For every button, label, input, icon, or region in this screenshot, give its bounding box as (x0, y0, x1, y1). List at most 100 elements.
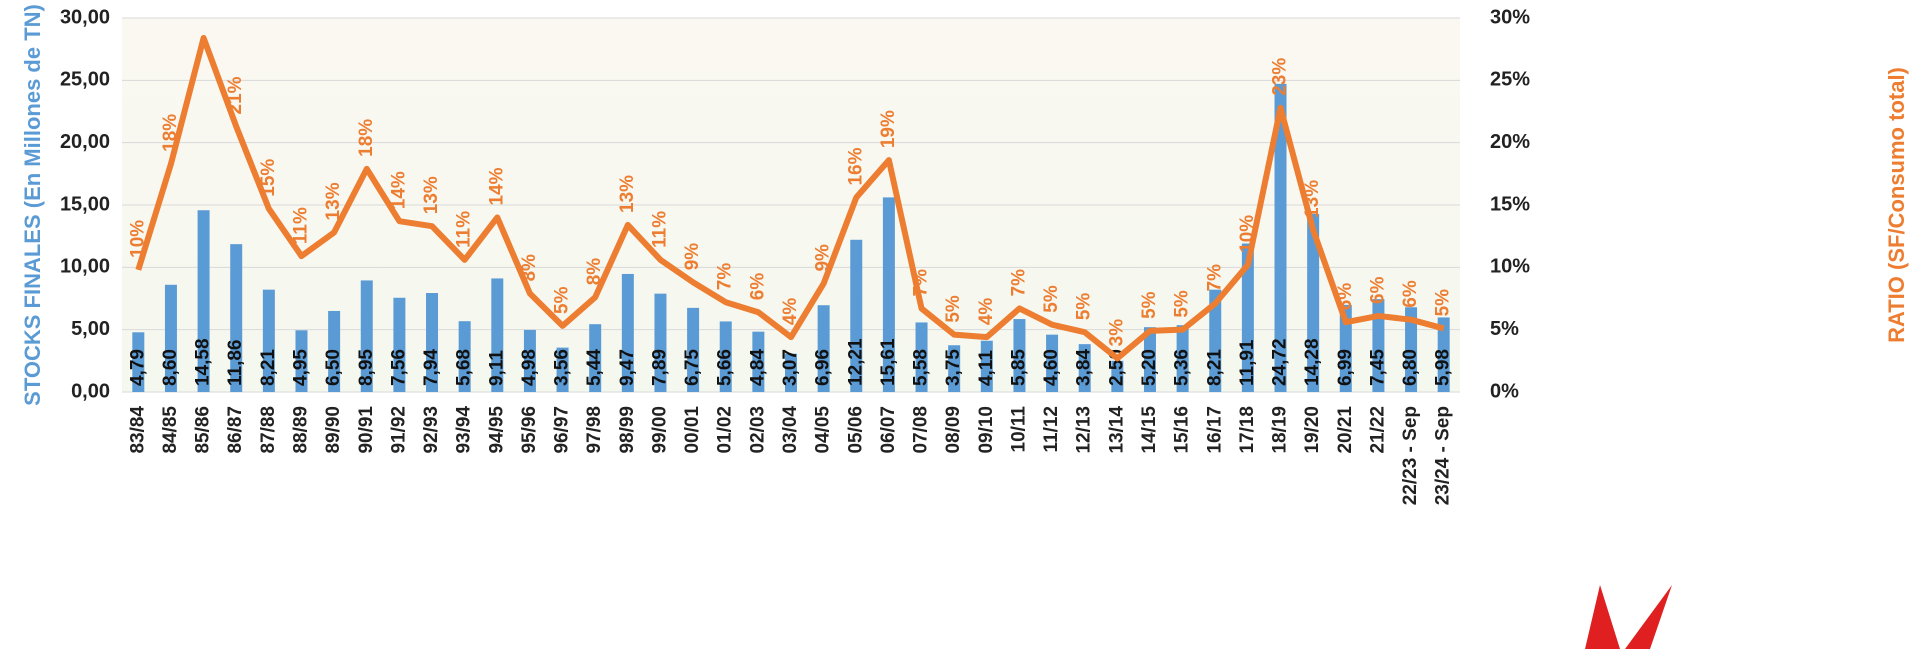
line-value-label: 5% (1041, 285, 1062, 313)
x-tick-label: 92/93 (421, 406, 442, 454)
line-value-label: 13% (421, 176, 442, 214)
y-axis-title: STOCKS FINALES (En Millones de TN) (20, 4, 45, 406)
y-tick-label: 20,00 (60, 131, 110, 153)
x-tick-label: 99/00 (649, 406, 670, 454)
line-value-label: 6% (1367, 276, 1388, 304)
line-value-label: 13% (1302, 180, 1323, 218)
line-value-label: 19% (878, 110, 899, 148)
line-value-label: 7% (911, 269, 932, 297)
bar (393, 297, 406, 392)
line-value-label: 13% (617, 175, 638, 213)
bar (817, 305, 830, 392)
bar-value-label: 4,98 (519, 349, 540, 386)
x-tick-label: 09/10 (976, 406, 997, 454)
bar-value-label: 5,36 (1172, 349, 1193, 386)
bar (915, 322, 928, 392)
x-tick-label: 97/98 (584, 406, 605, 454)
x-tick-label: 85/86 (193, 406, 214, 454)
line-value-label: 15% (258, 159, 279, 197)
bar (719, 321, 732, 392)
bar-value-label: 5,20 (1139, 349, 1160, 386)
line-value-label: 7% (715, 263, 736, 291)
bar (491, 278, 504, 392)
bar (1339, 304, 1352, 392)
bar (360, 280, 373, 392)
bar-value-label: 6,75 (682, 349, 703, 386)
bar-value-label: 8,21 (1204, 349, 1225, 386)
bar (1241, 243, 1254, 392)
bar-value-label: 9,47 (617, 349, 638, 386)
bar (850, 239, 863, 392)
bar (980, 340, 993, 392)
line-value-label: 7% (1008, 269, 1029, 297)
bar (687, 307, 700, 392)
bar-value-label: 6,80 (1400, 349, 1421, 386)
x-tick-label: 17/18 (1237, 406, 1258, 454)
bar-value-label: 5,58 (911, 349, 932, 386)
bar (164, 284, 177, 392)
bar-value-label: 4,84 (747, 349, 768, 386)
bar-value-label: 12,21 (845, 338, 866, 386)
bar-value-label: 8,95 (356, 349, 377, 386)
line-value-label: 4% (976, 298, 997, 326)
bar-value-label: 7,89 (649, 349, 670, 386)
line-value-label: 10% (1237, 215, 1258, 253)
line-value-label: 6% (1335, 283, 1356, 311)
bar-value-label: 7,45 (1367, 349, 1388, 386)
x-tick-label: 10/11 (1008, 406, 1029, 453)
bar (328, 310, 341, 392)
y2-tick-label: 25% (1490, 69, 1530, 91)
bar (197, 210, 210, 392)
line-value-label: 18% (356, 119, 377, 157)
bar (589, 324, 602, 392)
line-value-label: 11% (649, 211, 670, 248)
bar-value-label: 4,60 (1041, 349, 1062, 386)
line-value-label: 9% (682, 243, 703, 271)
bar (262, 289, 275, 392)
bar (752, 331, 765, 392)
x-tick-label: 00/01 (682, 406, 703, 454)
x-tick-label: 98/99 (617, 406, 638, 454)
x-tick-label: 15/16 (1172, 406, 1193, 454)
bar-value-label: 2,50 (1106, 349, 1127, 386)
bar-value-label: 3,75 (943, 349, 964, 386)
bar-value-label: 4,95 (291, 349, 312, 386)
line-value-label: 13% (323, 182, 344, 220)
x-tick-label: 21/22 (1367, 406, 1388, 454)
line-value-label: 5% (943, 295, 964, 323)
bar (621, 273, 634, 392)
x-tick-label: 11/12 (1041, 406, 1062, 453)
bar (785, 353, 797, 392)
line-value-label: 3% (1106, 319, 1127, 347)
line-value-label: 6% (747, 273, 768, 301)
bar-value-label: 11,86 (225, 340, 246, 387)
bar-value-label: 7,56 (388, 349, 409, 386)
bar-value-label: 5,68 (454, 349, 475, 386)
line-value-label: 4% (780, 298, 801, 326)
line-value-label: 11% (291, 207, 312, 244)
y2-tick-label: 5% (1490, 318, 1519, 340)
bar-value-label: 5,98 (1433, 349, 1454, 386)
bar-value-label: 15,61 (878, 338, 899, 386)
x-tick-label: 19/20 (1302, 406, 1323, 454)
x-tick-label: 96/97 (552, 406, 573, 454)
bar-value-label: 8,21 (258, 349, 279, 386)
x-tick-label: 03/04 (780, 406, 801, 454)
x-tick-label: 95/96 (519, 406, 540, 454)
bar-value-label: 14,28 (1302, 338, 1323, 386)
x-tick-label: 18/19 (1270, 406, 1291, 454)
x-tick-label: 22/23 - Sep (1400, 406, 1421, 505)
x-tick-label: 04/05 (813, 406, 834, 454)
x-tick-label: 87/88 (258, 406, 279, 454)
ratio-line (135, 34, 1445, 362)
line-value-label: 14% (388, 171, 409, 209)
y2-tick-label: 30% (1490, 6, 1530, 28)
bar (458, 321, 471, 392)
bar (1209, 289, 1222, 392)
y-tick-label: 30,00 (60, 6, 110, 28)
line-value-label: 5% (1139, 291, 1160, 319)
bar-value-label: 5,44 (584, 349, 605, 386)
bar-value-label: 3,84 (1074, 349, 1095, 386)
bar (295, 330, 308, 392)
